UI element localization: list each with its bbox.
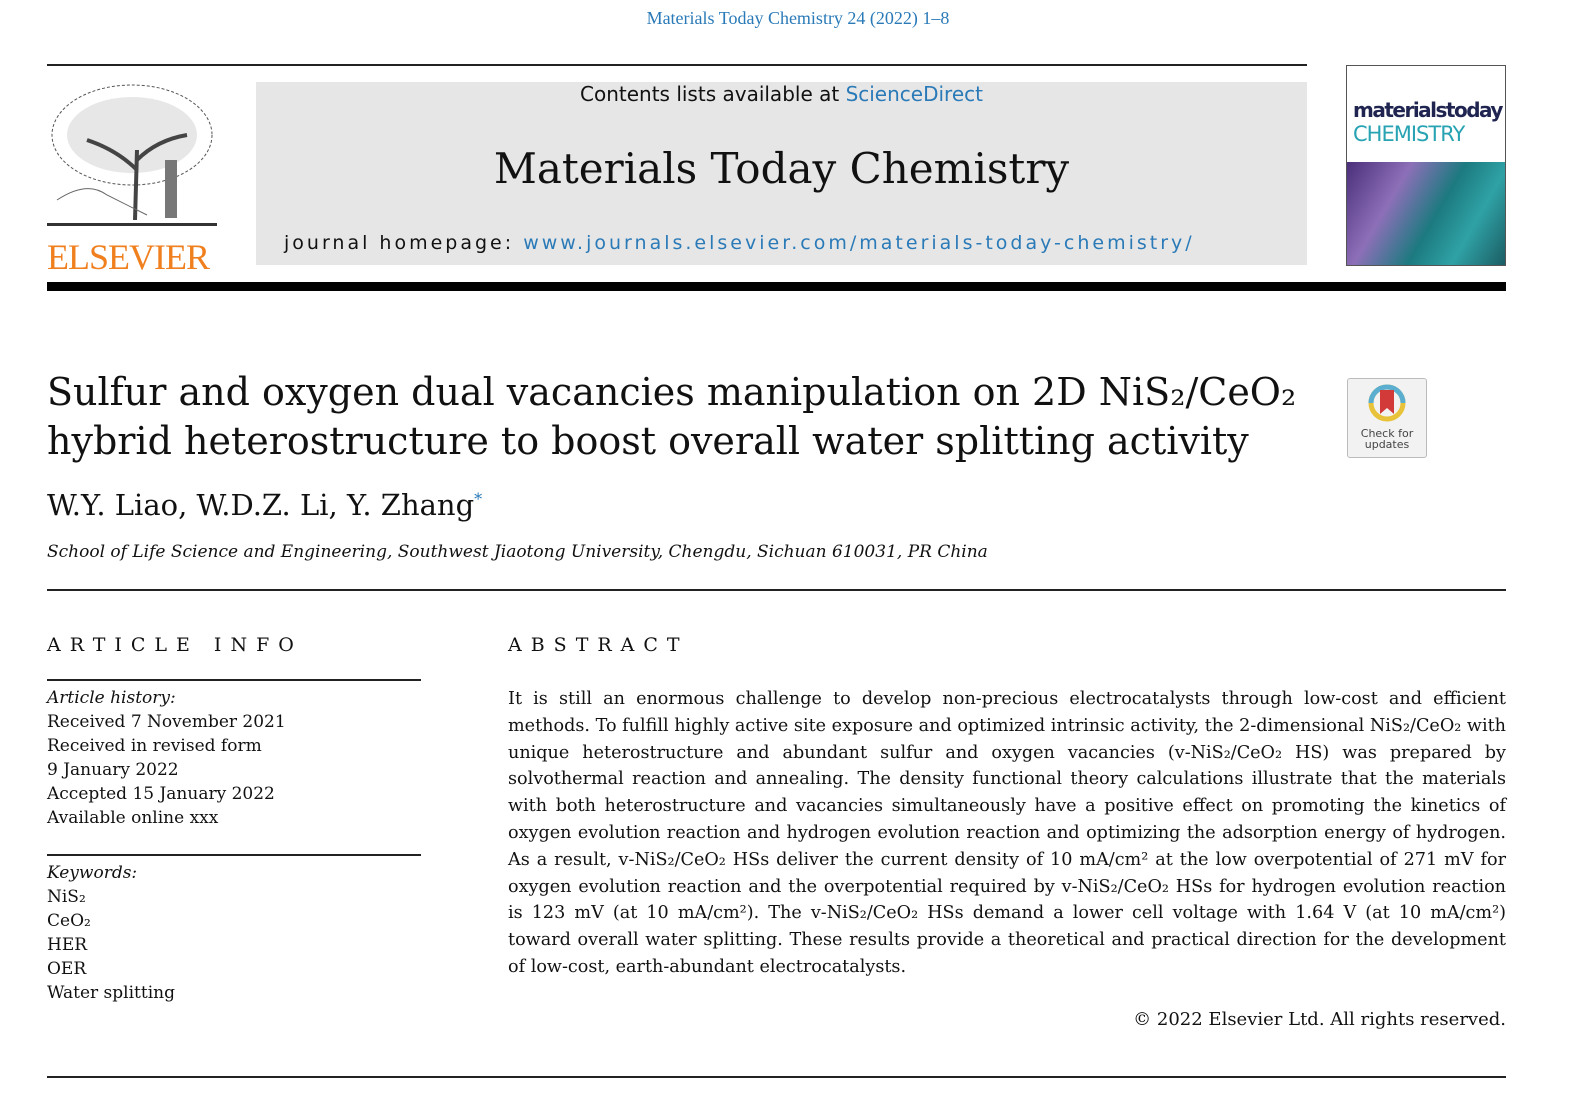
check-for-updates-label: Check for updates — [1360, 427, 1414, 451]
cover-title-2: CHEMISTRY — [1353, 122, 1465, 146]
keyword: NiS₂ — [47, 887, 86, 907]
sciencedirect-link[interactable]: ScienceDirect — [845, 82, 983, 106]
history-item: Received 7 November 2021 — [47, 712, 286, 732]
article-history: Article history: Received 7 November 202… — [47, 686, 421, 830]
history-item: Available online xxx — [47, 808, 219, 828]
elsevier-tree-logo — [47, 80, 217, 270]
article-info-heading: ARTICLE INFO — [47, 634, 303, 656]
cover-title-1: materialstoday — [1353, 98, 1503, 122]
header-bar — [47, 282, 1506, 291]
keywords: Keywords: NiS₂ CeO₂ HER OER Water splitt… — [47, 861, 421, 1005]
keyword: Water splitting — [47, 983, 175, 1003]
keyword: HER — [47, 935, 88, 955]
check-for-updates-button[interactable]: Check for updates — [1347, 378, 1427, 458]
copyright: © 2022 Elsevier Ltd. All rights reserved… — [1133, 1009, 1506, 1030]
journal-cover[interactable]: materialstoday CHEMISTRY — [1346, 65, 1506, 266]
contents-prefix: Contents lists available at — [580, 82, 846, 106]
homepage-line: journal homepage: www.journals.elsevier.… — [284, 232, 1195, 254]
divider — [47, 1076, 1506, 1078]
authors: W.Y. Liao, W.D.Z. Li, Y. Zhang* — [47, 488, 482, 522]
keyword: CeO₂ — [47, 911, 91, 931]
abstract-heading: ABSTRACT — [508, 634, 689, 656]
homepage-prefix: journal homepage: — [284, 232, 524, 254]
history-item: Received in revised form — [47, 736, 262, 756]
history-item: Accepted 15 January 2022 — [47, 784, 275, 804]
keyword: OER — [47, 959, 87, 979]
homepage-link[interactable]: www.journals.elsevier.com/materials-toda… — [523, 232, 1195, 254]
divider — [47, 589, 1506, 591]
divider — [47, 64, 1307, 66]
journal-banner — [256, 82, 1307, 265]
divider — [47, 679, 421, 681]
journal-citation-link[interactable]: Materials Today Chemistry 24 (2022) 1–8 — [646, 8, 950, 28]
abstract-text: It is still an enormous challenge to dev… — [508, 689, 1506, 977]
cover-artwork — [1347, 162, 1505, 265]
history-item: 9 January 2022 — [47, 760, 179, 780]
affiliation: School of Life Science and Engineering, … — [47, 542, 988, 562]
author-list: W.Y. Liao, W.D.Z. Li, Y. Zhang — [47, 488, 475, 522]
divider — [47, 854, 421, 856]
contents-line: Contents lists available at ScienceDirec… — [256, 82, 1307, 106]
bookmark-icon — [1368, 384, 1406, 422]
corresponding-author-link[interactable]: * — [474, 489, 483, 509]
article-title: Sulfur and oxygen dual vacancies manipul… — [47, 370, 1297, 463]
elsevier-wordmark: ELSEVIER — [47, 237, 210, 277]
history-label: Article history: — [47, 688, 176, 708]
journal-title: Materials Today Chemistry — [493, 144, 1070, 193]
keywords-label: Keywords: — [47, 863, 138, 883]
